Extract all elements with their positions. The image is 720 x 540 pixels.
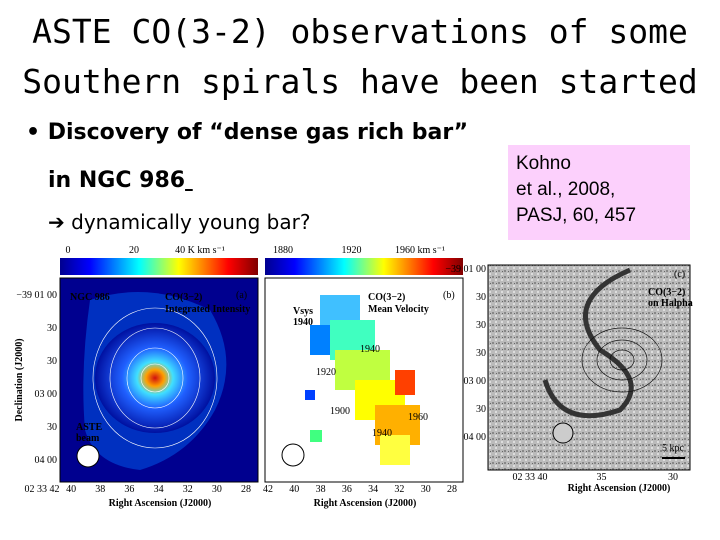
y-tick-label: 03 00 [464, 376, 487, 387]
title-line: ASTE CO(3-2) observations of some [32, 12, 688, 51]
colorbar-label: 40 K km s⁻¹ [175, 245, 225, 256]
bullet-text: Discovery of “dense gas rich bar” [47, 120, 469, 145]
y-tick-label: 30 [47, 323, 57, 334]
x-tick-label: 34 [368, 484, 378, 495]
y-tick-label: 30 [47, 422, 57, 433]
contour-label: 1920 [316, 367, 336, 378]
panel-name: NGC 986 [70, 292, 110, 303]
x-tick-label: 28 [447, 484, 457, 495]
contour-label: 1940 [372, 428, 392, 439]
panel-caption: CO(3−2) [648, 287, 685, 298]
panel-caption: Integrated Intensity [165, 304, 250, 315]
panel-label: (b) [443, 290, 455, 301]
bullet-line: in NGC 986 [48, 168, 193, 193]
x-tick-label: 38 [95, 484, 105, 495]
x-tick-label: 30 [668, 472, 678, 483]
panel-caption: on Halpha [648, 298, 693, 309]
reference-box: Kohno et al., 2008, PASJ, 60, 457 [508, 145, 690, 240]
colorbar-label: 20 [129, 245, 139, 256]
beam-label: beam [76, 433, 100, 444]
reference-line: Kohno [516, 153, 571, 174]
x-tick-label: 30 [421, 484, 431, 495]
y-tick-label: 04 00 [35, 455, 58, 466]
panel-caption: Mean Velocity [368, 304, 429, 315]
velocity-field [305, 295, 420, 465]
x-axis-label: Right Ascension (J2000) [314, 498, 417, 509]
x-tick-label: 02 33 42 [25, 484, 60, 495]
beam [76, 444, 100, 468]
x-tick-label: 40 [66, 484, 76, 495]
bullet-line: • Discovery of “dense gas rich bar” [26, 120, 469, 145]
bullet-line: ➔ dynamically young bar? [48, 210, 311, 234]
bullet-text: in NGC 986 [48, 168, 186, 193]
scale-label: 5 kpc [662, 443, 685, 454]
x-tick-label: 36 [124, 484, 134, 495]
contour-label: 1900 [330, 406, 350, 417]
contours [92, 307, 218, 449]
x-tick-label: 35 [597, 472, 607, 483]
x-tick-label: 28 [241, 484, 251, 495]
underline [185, 168, 193, 193]
beam [281, 443, 305, 467]
y-tick-label: 03 00 [35, 389, 58, 400]
x-tick-label: 02 33 40 [513, 472, 548, 483]
beam-label: ASTE [76, 422, 102, 433]
colorbar-label: 1920 [342, 245, 362, 256]
x-tick-label: 38 [316, 484, 326, 495]
y-tick-label: 30 [476, 320, 486, 331]
x-axis-label: Right Ascension (J2000) [568, 483, 671, 494]
x-tick-label: 40 [289, 484, 299, 495]
y-axis-label: Declination (J2000) [14, 338, 25, 421]
bullet-text: dynamically young bar? [71, 210, 311, 234]
contour-label: 1940 [360, 344, 380, 355]
colorbar [265, 258, 463, 275]
x-axis-label: Right Ascension (J2000) [109, 498, 212, 509]
x-tick-label: 42 [263, 484, 273, 495]
x-tick-label: 36 [342, 484, 352, 495]
title-line: Southern spirals have been started [22, 62, 698, 101]
reference-line: PASJ, 60, 457 [516, 205, 637, 226]
contour-label: 1960 [408, 412, 428, 423]
contours [581, 327, 663, 393]
x-tick-label: 32 [394, 484, 404, 495]
panel-caption: CO(3−2) [368, 292, 405, 303]
emission [95, 323, 215, 433]
colorbar [60, 258, 258, 275]
y-tick-label: 30 [476, 404, 486, 415]
colorbar-label: 1880 [273, 245, 293, 256]
panel-caption: CO(3−2) [165, 292, 202, 303]
beam [552, 422, 574, 444]
reference-line: et al., 2008, [516, 179, 616, 200]
panel-name: 1940 [293, 317, 313, 328]
y-tick-label: 30 [476, 348, 486, 359]
y-tick-label: 30 [47, 356, 57, 367]
x-tick-label: 34 [154, 484, 164, 495]
y-tick-label: −39 01 00 [445, 264, 486, 275]
panel-name: Vsys [293, 306, 313, 317]
panel-label: (c) [674, 269, 685, 280]
colorbar-label: 0 [66, 245, 71, 256]
colorbar-label: 1960 km s⁻¹ [395, 245, 445, 256]
y-tick-label: 30 [476, 292, 486, 303]
x-tick-label: 32 [183, 484, 193, 495]
y-tick-label: −39 01 00 [16, 290, 57, 301]
y-tick-label: 04 00 [464, 432, 487, 443]
spiral-arm [542, 267, 634, 419]
panel-label: (a) [236, 290, 247, 301]
x-tick-label: 30 [212, 484, 222, 495]
